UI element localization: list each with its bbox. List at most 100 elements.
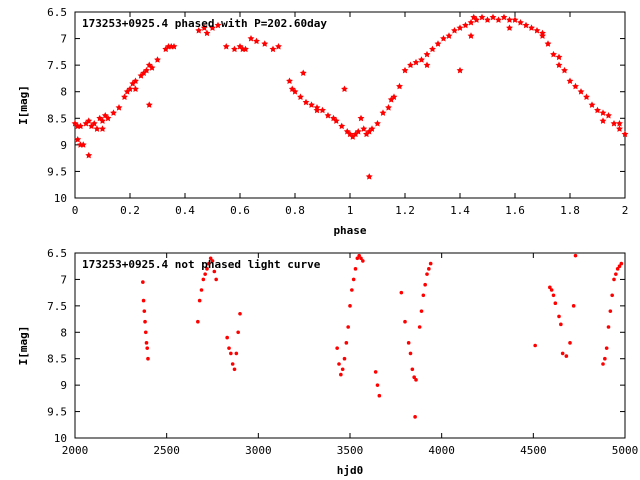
data-point [401,66,409,74]
data-point [594,106,601,114]
plot-frame [74,11,626,199]
x-tick-label: 1.2 [395,204,415,217]
data-point [427,267,431,271]
data-point [456,24,464,31]
data-point [225,335,229,340]
data-point [207,261,211,266]
y-tick-label: 6.5 [47,6,67,19]
data-point [555,61,563,69]
x-tick-label: 3000 [245,444,272,457]
data-point [610,120,618,127]
data-point [129,80,137,87]
x-tick-label: 0.8 [285,204,305,217]
data-point [145,101,153,108]
data-point [104,114,112,122]
data-point [229,351,233,356]
data-point [423,61,431,69]
data-point [363,130,370,138]
data-point [195,27,203,34]
data-point [253,37,260,45]
data-point [132,77,139,84]
data-point [614,272,618,276]
data-point [196,319,200,324]
data-point [348,304,352,308]
data-point [146,356,150,361]
data-point [406,341,411,345]
data-point [599,109,607,116]
data-point [399,290,404,295]
data-point [368,125,376,132]
data-point [232,367,237,372]
x-tick-label: 0 [72,204,79,217]
data-point [619,261,624,266]
data-point [145,346,150,350]
x-tick-label: 3500 [337,444,364,457]
data-point [351,277,356,282]
data-point [604,346,609,350]
data-point [385,104,392,111]
data-point [302,98,310,106]
data-point [357,253,361,258]
data-point [90,120,98,127]
x-tick-label: 5000 [612,444,639,457]
data-point [553,301,558,306]
data-point [247,34,255,42]
data-point [566,77,574,84]
data-point [548,285,552,290]
data-point [199,288,204,292]
data-point [99,125,106,132]
data-point [419,309,424,313]
data-point [269,45,277,53]
y-tick-label: 9.5 [47,165,67,178]
data-point [489,13,497,21]
x-tick-label: 1.6 [505,204,525,217]
data-point [203,29,211,37]
data-point [141,280,145,284]
data-point [344,341,349,345]
plot-frame [74,252,626,439]
data-point [337,362,341,366]
data-point [209,24,216,31]
data-point [197,298,202,303]
x-axis-label: phase [333,224,366,237]
data-point [414,378,418,382]
y-tick-label: 9 [60,379,67,392]
data-point [533,27,541,34]
data-point [583,93,590,100]
data-points [71,13,629,180]
data-point [387,96,395,103]
data-point [291,88,299,95]
data-point [428,261,433,266]
y-tick-label: 7 [60,33,67,46]
x-tick-label: 1.8 [560,204,580,217]
data-point [359,256,363,261]
data-point [342,356,347,361]
data-point [85,151,93,159]
data-point [115,104,123,111]
y-axis-label: I[mag] [17,326,30,366]
data-point [605,112,612,119]
data-point [99,117,106,124]
data-point [621,130,629,138]
unphased-light-curve-panel: 2000 2500 3000 3500 4000 4500 5000 6.5 7 7.5 8 8.5 9… [17,247,638,477]
data-point [559,322,563,327]
data-point [110,109,117,116]
data-point [142,309,147,313]
data-point [355,256,360,261]
data-point [467,32,475,39]
data-point [230,362,235,366]
data-point [544,40,552,47]
data-point [412,58,420,66]
data-point [140,69,148,77]
data-point [143,330,148,335]
data-point [539,29,546,37]
data-point [242,45,249,53]
data-point [132,85,139,92]
data-point [560,351,565,356]
data-point [77,141,84,148]
data-point [74,135,82,143]
data-point [557,314,561,319]
x-tick-label: 1.4 [450,204,470,217]
data-point [162,45,170,53]
chart-title: 173253+0925.4 not phased light curve [82,258,321,271]
